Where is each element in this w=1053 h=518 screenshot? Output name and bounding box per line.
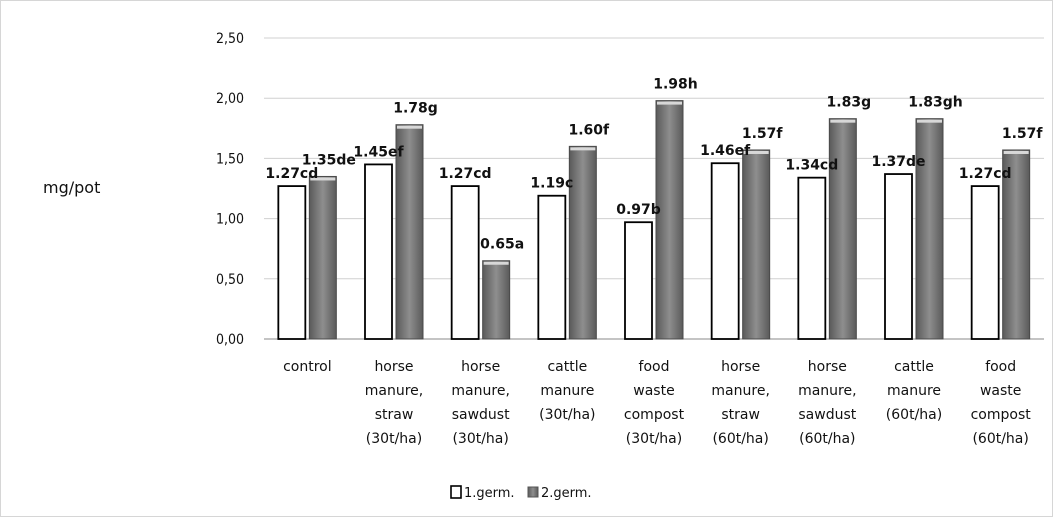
category-label: (60t/ha) (972, 431, 1028, 447)
data-label-germ2: 1.35de (302, 152, 356, 168)
data-label-germ1: 1.37de (871, 154, 925, 170)
data-labels: 1.27cd1.35de1.45ef1.78g1.27cd0.65a1.19c1… (265, 77, 1043, 253)
y-tick-label: 1,50 (216, 151, 244, 167)
data-label-germ2: 1.83gh (908, 95, 963, 111)
category-label: waste (633, 383, 674, 399)
bar-germ2-bevel (483, 261, 509, 265)
bar-germ2-bevel (657, 101, 682, 105)
category-label: cattle (547, 359, 587, 375)
bars (277, 100, 1031, 340)
category-label: straw (721, 407, 760, 423)
data-label-germ1: 1.19c (530, 176, 573, 192)
category-labels: control horse manure, straw (30t/ha) horse man… (283, 359, 1031, 447)
category-label: (30t/ha) (452, 431, 508, 447)
y-tick-label: 0,00 (216, 332, 244, 348)
bar-germ1 (450, 185, 480, 340)
legend: 1.germ. 2.germ. (450, 485, 592, 501)
category-label: horse (721, 359, 760, 375)
bar-germ2-bevel (1003, 150, 1029, 154)
data-label-germ1: 1.27cd (439, 166, 492, 182)
bar-germ1 (970, 185, 1000, 340)
category-label: cattle (894, 359, 934, 375)
legend-swatch-1 (450, 485, 462, 499)
category-label: sawdust (452, 407, 510, 423)
category-label: straw (375, 407, 414, 423)
data-label-germ2: 1.60f (569, 122, 611, 138)
bar-germ2 (568, 145, 597, 340)
category-label: (30t/ha) (539, 407, 595, 423)
category-label: (30t/ha) (366, 431, 422, 447)
category-label: food (985, 359, 1016, 375)
category-label: (60t/ha) (886, 407, 942, 423)
legend-label-1: 1.germ. (464, 486, 515, 501)
data-label-germ1: 1.46ef (700, 143, 751, 159)
bar-germ2-bevel (743, 150, 769, 154)
bar-germ2-bevel (397, 125, 422, 129)
y-axis-ticks: 0,00 0,50 1,00 1,50 2,00 2,50 (216, 31, 244, 348)
category-label: manure, (365, 383, 423, 399)
bar-germ1 (364, 163, 393, 340)
y-tick-label: 1,00 (216, 212, 244, 228)
legend-label-2: 2.germ. (541, 486, 592, 501)
category-label: (60t/ha) (799, 431, 855, 447)
bar-germ2 (482, 260, 511, 340)
bar-germ2-bevel (570, 147, 596, 151)
category-label: horse (461, 359, 500, 375)
category-label: waste (980, 383, 1021, 399)
bar-germ1 (537, 194, 567, 340)
bar-germ1 (277, 185, 307, 340)
data-label-germ2: 1.98h (653, 77, 698, 93)
bar-germ2-bevel (917, 119, 942, 123)
y-axis-label: mg/pot (43, 178, 100, 197)
data-label-germ2: 1.57f (1002, 126, 1044, 142)
data-label-germ2: 0.65a (480, 237, 524, 253)
category-label: sawdust (798, 407, 856, 423)
category-label: manure (540, 383, 594, 399)
category-label: (30t/ha) (626, 431, 682, 447)
bar-germ2-bevel (310, 177, 336, 181)
category-label: manure, (711, 383, 769, 399)
category-label: horse (374, 359, 413, 375)
gridlines (264, 37, 1044, 340)
category-label: manure (887, 383, 941, 399)
data-label-germ2: 1.83g (827, 95, 872, 111)
bar-germ2 (828, 118, 857, 340)
y-tick-label: 0,50 (216, 272, 244, 288)
data-label-germ2: 1.78g (393, 101, 438, 117)
bar-germ2-bevel (830, 119, 856, 123)
data-label-germ1: 1.27cd (265, 166, 318, 182)
data-label-germ1: 1.34cd (785, 158, 838, 174)
bar-germ2 (1002, 149, 1031, 340)
category-label: manure, (798, 383, 856, 399)
data-label-germ1: 0.97b (616, 202, 661, 218)
category-label: compost (971, 407, 1032, 423)
y-tick-label: 2,50 (216, 31, 244, 47)
bar-germ2 (742, 149, 771, 340)
bar-germ1 (710, 162, 740, 340)
bar-germ2 (915, 118, 944, 340)
bar-germ2 (395, 124, 424, 340)
bar-germ1 (884, 173, 913, 340)
y-tick-label: 2,00 (216, 91, 244, 107)
category-label: control (283, 359, 332, 375)
category-label: manure, (451, 383, 509, 399)
legend-swatch-2 (527, 486, 539, 498)
category-label: (60t/ha) (712, 431, 768, 447)
data-label-germ1: 1.45ef (353, 144, 404, 160)
category-label: food (639, 359, 670, 375)
data-label-germ1: 1.27cd (959, 166, 1012, 182)
bar-germ1 (624, 221, 653, 340)
data-label-germ2: 1.57f (742, 126, 784, 142)
category-label: horse (808, 359, 847, 375)
bar-germ1 (797, 176, 827, 340)
bar-germ2 (655, 100, 684, 340)
bar-germ2 (308, 175, 337, 340)
category-label: compost (624, 407, 685, 423)
